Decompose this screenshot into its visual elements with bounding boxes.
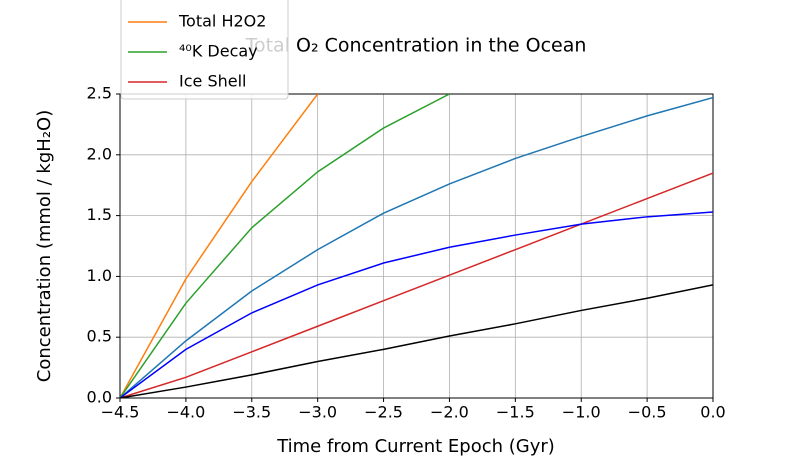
x-tick-label: −1.5: [496, 403, 535, 422]
x-tick-label: −4.5: [101, 403, 140, 422]
legend-box: [120, 0, 289, 100]
y-axis-label: Concentration (mmol / kgH₂O): [34, 110, 55, 382]
x-tick-label: −2.5: [364, 403, 403, 422]
series-line: [120, 94, 450, 398]
x-tick-label: −4.0: [166, 403, 205, 422]
y-tick-label: 1.5: [87, 205, 112, 224]
x-axis-label: Time from Current Epoch (Gyr): [276, 436, 555, 457]
plot-frame: [119, 93, 714, 399]
x-tick-label: −3.5: [232, 403, 271, 422]
legend-label: Total H2O2: [178, 12, 266, 31]
series-line: [120, 94, 319, 398]
y-tick-label: 0.5: [87, 327, 112, 346]
x-tick-label: 0.0: [700, 403, 725, 422]
series-line: [120, 96, 713, 398]
legend-label: Ice Shell: [179, 72, 246, 91]
legend: Ice Shell Total H2O2 ⁴⁰K Decay Ice Shell: [120, 0, 289, 100]
series-line: [120, 284, 713, 398]
series-line: [120, 172, 713, 398]
y-tick-label: 1.0: [87, 266, 112, 285]
x-tick-label: −3.0: [298, 403, 337, 422]
legend-label: Ice Shell: [179, 0, 246, 1]
x-tick-label: −0.5: [628, 403, 667, 422]
y-tick-label: 2.0: [87, 144, 112, 163]
y-tick-label: 2.5: [87, 84, 112, 103]
x-tick-label: −2.0: [430, 403, 469, 422]
chart-title: Total O₂ Concentration in the Ocean: [245, 35, 587, 57]
y-tick-label: 0.0: [87, 388, 112, 407]
legend-label: ⁴⁰K Decay: [179, 42, 258, 61]
x-tick-label: −1.0: [562, 403, 601, 422]
series-line: [120, 211, 713, 398]
